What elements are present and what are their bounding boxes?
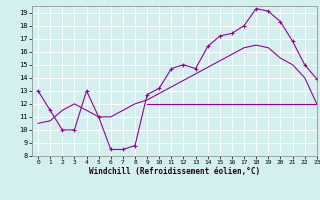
X-axis label: Windchill (Refroidissement éolien,°C): Windchill (Refroidissement éolien,°C) (89, 167, 260, 176)
